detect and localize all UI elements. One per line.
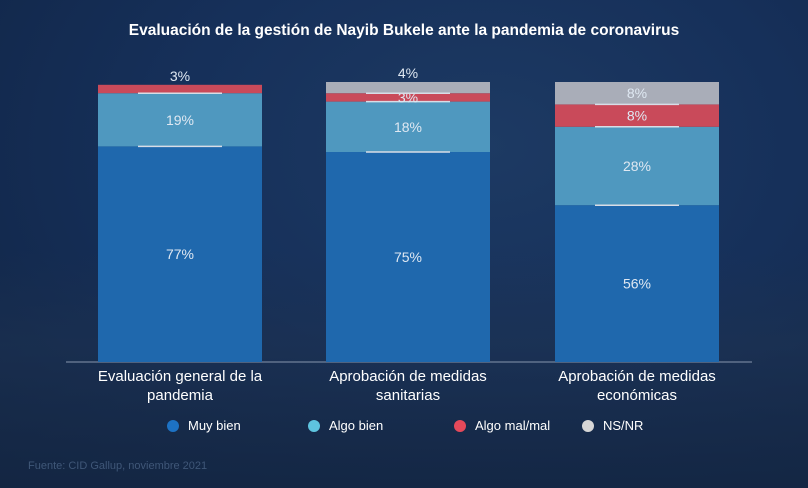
- chart-title: Evaluación de la gestión de Nayib Bukele…: [128, 22, 680, 39]
- data-label: 28%: [623, 158, 651, 174]
- data-label: 56%: [623, 276, 651, 292]
- bar-segment: [326, 152, 490, 362]
- bar-segment: [555, 205, 719, 362]
- legend-label: Algo bien: [329, 418, 384, 433]
- bar-segment: [555, 104, 719, 127]
- legend-label: Algo mal/mal: [475, 418, 551, 433]
- bar-segment: [98, 93, 262, 147]
- data-label: 77%: [166, 246, 194, 262]
- legend-dot: [454, 419, 466, 432]
- bar-segment: [326, 93, 490, 102]
- legend-dot: [167, 419, 179, 432]
- bar-segment: [326, 82, 490, 94]
- legend-label: NS/NR: [603, 418, 644, 433]
- data-label: 3%: [170, 68, 190, 84]
- data-label: 19%: [166, 112, 194, 128]
- data-label: 4%: [398, 65, 418, 81]
- legend-dot: [582, 419, 594, 432]
- data-label: 75%: [394, 249, 422, 265]
- category-label: Aprobación de medidas sanitarias: [329, 368, 487, 404]
- bar-segment: [555, 126, 719, 206]
- category-label: Aprobación de medidas económicas: [558, 368, 716, 404]
- legend-item-nsnr: NS/NR: [582, 418, 643, 433]
- data-label: 8%: [627, 85, 647, 101]
- source-note: Fuente: CID Gallup, noviembre 2021: [28, 460, 208, 472]
- bar-segment: [98, 146, 262, 362]
- legend-item-algo-mal: Algo mal/mal: [454, 418, 550, 433]
- bar-segment: [98, 84, 262, 94]
- category-label: Evaluación general de la pandemia: [97, 368, 263, 404]
- bar-segment: [555, 82, 719, 105]
- legend-item-algo-bien: Algo bien: [308, 418, 383, 433]
- legend-dot: [308, 419, 320, 432]
- legend-item-muy-bien: Muy bien: [167, 418, 241, 433]
- legend-label: Muy bien: [188, 418, 241, 433]
- data-label: 18%: [394, 119, 422, 135]
- bar-segment: [326, 101, 490, 152]
- data-label: 8%: [627, 108, 647, 124]
